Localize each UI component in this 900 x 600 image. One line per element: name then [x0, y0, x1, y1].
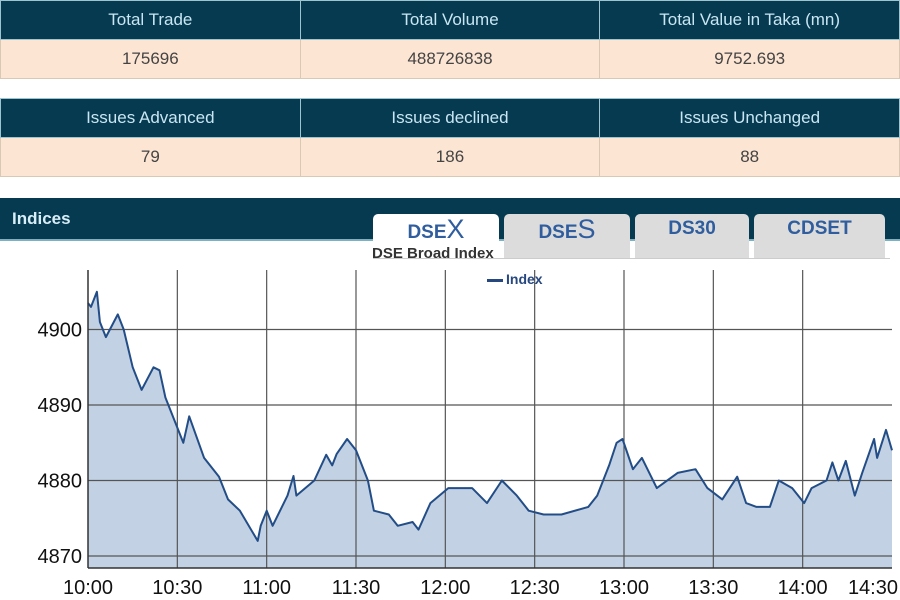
x-tick-label: 11:00	[242, 577, 291, 599]
x-tick-label: 11:30	[332, 577, 381, 599]
x-tick-label: 10:00	[63, 577, 113, 599]
tab-underline	[373, 258, 890, 259]
tab-dsex-prefix: DSE	[407, 222, 447, 243]
tab-dsex-suffix: X	[446, 214, 465, 244]
tab-dses[interactable]: DSES	[504, 214, 630, 258]
value-issues-declined: 186	[299, 137, 601, 177]
y-tick-label: 4880	[38, 471, 83, 493]
x-tick-label: 13:30	[688, 577, 738, 599]
issues-table: Issues Advanced Issues declined Issues Unc…	[0, 98, 900, 177]
tab-dses-prefix: DSE	[538, 222, 578, 243]
value-total-trade: 175696	[0, 39, 301, 79]
header-issues-declined: Issues declined	[299, 98, 601, 138]
tab-ds30[interactable]: DS30	[635, 214, 749, 258]
chart-legend[interactable]: Index	[487, 271, 543, 287]
header-total-trade: Total Trade	[0, 0, 301, 40]
value-total-value: 9752.693	[599, 39, 900, 79]
x-tick-label: 14:00	[778, 577, 828, 599]
y-tick-label: 4870	[38, 546, 83, 568]
value-issues-advanced: 79	[0, 137, 301, 177]
y-tick-label: 4900	[38, 320, 83, 342]
tab-dsex[interactable]: DSEX	[373, 214, 499, 258]
y-tick-label: 4890	[38, 395, 83, 417]
header-issues-unchanged: Issues Unchanged	[599, 98, 900, 138]
legend-label: Index	[506, 271, 543, 287]
legend-line-icon	[487, 278, 503, 282]
header-issues-advanced: Issues Advanced	[0, 98, 301, 138]
chart-title: DSE Broad Index	[372, 245, 494, 262]
tab-cdset[interactable]: CDSET	[754, 214, 885, 258]
market-summary-table: Total Trade Total Volume Total Value in Ta…	[0, 0, 900, 79]
x-tick-label: 12:00	[420, 577, 470, 599]
series-area	[88, 291, 892, 568]
x-tick-label: 14:30	[848, 577, 898, 599]
series-line-index	[87, 290, 893, 542]
value-total-volume: 488726838	[299, 39, 601, 79]
x-tick-label: 10:30	[152, 577, 202, 599]
x-tick-label: 12:30	[510, 577, 560, 599]
x-tick-label: 13:00	[599, 577, 649, 599]
tab-dses-suffix: S	[577, 214, 596, 244]
indices-title: Indices	[12, 209, 71, 228]
value-issues-unchanged: 88	[599, 137, 900, 177]
